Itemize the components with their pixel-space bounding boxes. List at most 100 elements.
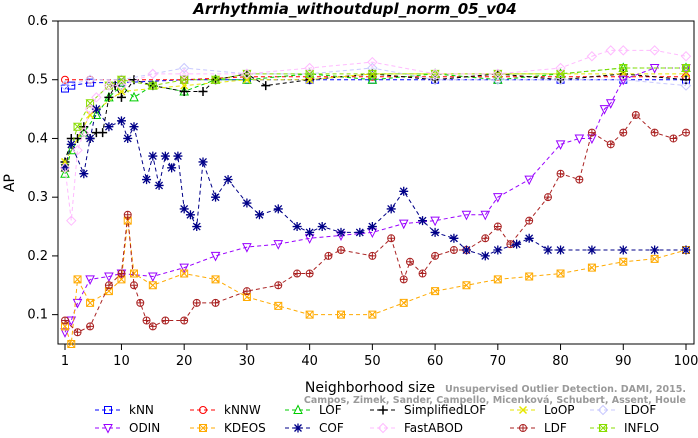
point-lof <box>91 109 102 119</box>
point-cof <box>367 222 377 232</box>
point-fastabod <box>492 68 504 80</box>
point-kdeos <box>104 287 113 296</box>
point-fastabod <box>680 51 692 62</box>
point-cof <box>430 227 440 237</box>
point-fastabod <box>72 144 83 156</box>
point-ldf <box>368 251 377 260</box>
point-kdeos <box>61 322 69 331</box>
legend-label: LoOP <box>544 403 575 417</box>
point-ldof <box>367 62 378 74</box>
point-inflo <box>555 69 566 78</box>
legend-marker <box>378 405 388 415</box>
point-cof <box>386 204 396 214</box>
series-ldf <box>61 110 691 337</box>
chart-title: Arrhythmia_withoutdupl_norm_05_v04 <box>192 0 516 18</box>
legend-marker <box>293 423 303 433</box>
legend-item-odin: ODIN <box>95 421 160 435</box>
point-cof <box>292 222 302 232</box>
point-fastabod <box>84 103 96 115</box>
y-tick-label: 0.5 <box>27 73 48 88</box>
point-cof <box>142 175 152 185</box>
point-kdeos <box>274 301 283 310</box>
series-inflo <box>60 63 691 172</box>
point-lof <box>129 91 139 102</box>
point-kdeos <box>431 287 440 296</box>
plot-frame <box>57 20 695 345</box>
point-ldf <box>142 316 151 325</box>
series-kdeos <box>61 216 690 348</box>
point-cof <box>91 104 101 114</box>
point-cof <box>129 122 139 132</box>
point-ldf <box>123 210 132 219</box>
legend-item-knn: kNN <box>95 403 154 417</box>
legend-marker <box>199 424 207 432</box>
point-cof <box>399 186 409 196</box>
y-tick-label: 0.6 <box>27 14 48 29</box>
point-inflo <box>116 75 127 84</box>
point-fastabod <box>304 62 315 74</box>
point-kdeos <box>148 281 157 290</box>
point-ldf <box>148 322 157 331</box>
x-tick-label: 20 <box>176 354 193 369</box>
legend-label: ODIN <box>129 421 160 434</box>
legend-marker <box>598 424 608 432</box>
point-odin <box>210 251 221 262</box>
point-cof <box>223 175 233 185</box>
point-fastabod <box>66 215 77 226</box>
legend-item-knnw: kNNW <box>190 403 261 417</box>
series-line-simplifiedlof <box>64 73 687 163</box>
legend-label: FastABOD <box>404 421 463 434</box>
point-inflo <box>72 122 83 131</box>
point-fastabod <box>116 80 127 91</box>
point-ldf <box>431 251 440 260</box>
point-knn <box>86 78 95 87</box>
point-kdeos <box>399 298 408 307</box>
point-fastabod <box>78 127 90 138</box>
legend-marker <box>199 406 207 414</box>
point-odin <box>104 272 114 283</box>
point-cof <box>355 227 365 237</box>
legend-item-loop: LoOP <box>510 403 575 417</box>
y-axis-title: AP <box>2 174 18 192</box>
point-odin <box>574 134 585 145</box>
point-ldf <box>631 110 640 119</box>
point-kdeos <box>67 340 76 348</box>
point-kdeos <box>619 257 628 266</box>
point-fastabod <box>605 45 616 56</box>
point-cof <box>123 133 133 143</box>
point-cof <box>512 239 522 249</box>
point-odin <box>555 140 566 150</box>
x-tick-label: 90 <box>615 354 632 369</box>
point-ldf <box>387 234 396 243</box>
point-ldf <box>130 281 139 290</box>
point-cof <box>480 251 490 261</box>
point-odin <box>66 316 77 327</box>
series-loop <box>60 69 691 166</box>
point-cof <box>418 216 428 226</box>
point-fastabod <box>241 68 253 80</box>
point-cof <box>543 245 553 255</box>
point-kdeos <box>305 310 314 319</box>
series-line-fastabod <box>64 49 687 221</box>
legend-marker <box>377 422 389 434</box>
point-ldf <box>117 269 126 278</box>
point-ldf <box>180 316 189 325</box>
point-inflo <box>618 63 628 72</box>
point-odin <box>179 263 189 274</box>
point-ldof <box>555 74 566 85</box>
series-odin <box>60 63 691 338</box>
point-ldf <box>682 128 691 137</box>
series-line-inflo <box>64 67 686 168</box>
legend-label: KDEOS <box>224 421 266 434</box>
point-cof <box>154 180 164 190</box>
point-fastabod <box>91 92 102 103</box>
point-fastabod <box>618 45 629 56</box>
point-odin <box>480 210 491 221</box>
point-ldf <box>73 328 82 337</box>
point-cof <box>317 222 327 232</box>
legend-marker <box>293 404 303 414</box>
point-odin <box>85 275 95 286</box>
point-cof <box>198 157 208 167</box>
series-lof <box>60 62 691 178</box>
point-inflo <box>148 81 158 90</box>
